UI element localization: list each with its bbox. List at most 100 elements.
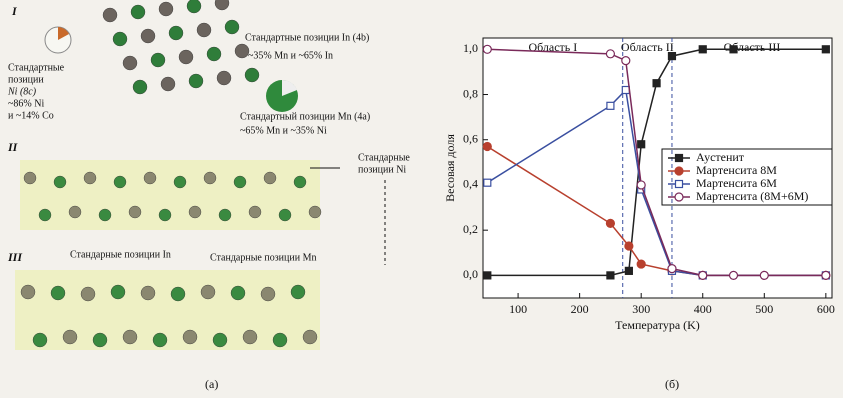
legend-marker <box>674 166 684 176</box>
atom <box>130 4 146 20</box>
atom <box>98 208 112 222</box>
marker <box>482 141 492 152</box>
atom <box>293 175 307 189</box>
atom <box>32 332 48 348</box>
atom <box>53 175 67 189</box>
atom <box>260 286 276 302</box>
marker <box>636 259 646 269</box>
atom <box>200 284 216 300</box>
x-axis-label: Температура (K) <box>615 318 700 332</box>
y-tick-label: 0,6 <box>463 131 478 145</box>
atom <box>196 22 212 38</box>
atom <box>38 208 52 222</box>
label: Стандартные <box>8 62 65 73</box>
marker <box>698 270 708 280</box>
region-label: Область I <box>528 40 577 54</box>
atom <box>170 286 186 302</box>
y-axis-label: Весовая доля <box>443 134 457 202</box>
x-tick-label: 200 <box>571 302 589 316</box>
panel-label: II <box>7 140 19 154</box>
marker <box>698 45 707 54</box>
pie-icon <box>282 79 297 96</box>
atom <box>234 43 250 59</box>
label: Ni (8c) <box>7 86 37 97</box>
atom <box>83 171 97 185</box>
atom <box>212 332 228 348</box>
atom <box>168 25 184 41</box>
atom <box>206 46 222 62</box>
atom <box>112 31 128 47</box>
atom <box>140 28 156 44</box>
atom <box>158 208 172 222</box>
x-tick-label: 100 <box>509 302 527 316</box>
atom <box>218 208 232 222</box>
atom <box>152 332 168 348</box>
marker <box>821 270 831 280</box>
marker <box>637 140 646 149</box>
atom <box>188 73 204 89</box>
x-tick-label: 600 <box>817 302 835 316</box>
atom <box>186 0 202 14</box>
legend-marker <box>674 153 684 163</box>
atom <box>182 329 198 345</box>
marker <box>667 264 677 274</box>
label: ~65% Mn и ~35% Ni <box>240 125 327 136</box>
atom <box>188 205 202 219</box>
marker <box>621 85 630 95</box>
marker <box>482 44 492 54</box>
atom <box>178 49 194 65</box>
atom <box>122 55 138 71</box>
atom <box>290 284 306 300</box>
label: ~86% Ni <box>8 98 44 109</box>
marker <box>729 45 738 54</box>
marker <box>759 270 769 280</box>
atom <box>278 208 292 222</box>
marker <box>821 45 830 54</box>
marker <box>606 271 615 280</box>
band <box>20 160 320 230</box>
atom <box>68 205 82 219</box>
atom <box>233 175 247 189</box>
atom <box>128 205 142 219</box>
atom <box>150 52 166 68</box>
y-tick-label: 1,0 <box>463 41 478 55</box>
atom <box>224 19 240 35</box>
marker <box>606 101 615 110</box>
label: Стандарные <box>358 152 410 163</box>
x-tick-label: 500 <box>755 302 773 316</box>
atom <box>122 329 138 345</box>
atom <box>214 0 230 11</box>
marker <box>652 79 661 88</box>
label: позиции <box>8 74 44 85</box>
legend-label: Мартенсита 6M <box>696 176 777 190</box>
marker <box>624 241 634 251</box>
marker <box>624 266 633 275</box>
atom <box>272 332 288 348</box>
label: Стандартный позиции Mn (4a) <box>240 111 370 122</box>
panel-label: III <box>7 250 23 264</box>
atom <box>244 67 260 83</box>
region-label: Область II <box>621 40 674 54</box>
atom <box>113 175 127 189</box>
marker <box>636 180 646 190</box>
atom <box>132 79 148 95</box>
legend-label: Мартенсита (8M+6M) <box>696 189 808 203</box>
label: Стандарные позиции In <box>70 249 171 260</box>
label: Стандартные позиции In (4b) <box>245 32 369 43</box>
label: ~35% Mn и ~65% In <box>248 50 333 61</box>
legend-label: Аустенит <box>696 150 745 164</box>
crystal-diagram: I II III Стандартные позиции Ni (8c) ~86… <box>7 0 410 391</box>
atom <box>173 175 187 189</box>
atom <box>110 284 126 300</box>
label: Стандарные позиции Mn <box>210 252 316 263</box>
label: и ~14% Co <box>8 110 54 121</box>
atom <box>203 171 217 185</box>
atom <box>230 285 246 301</box>
atom <box>20 284 36 300</box>
atom <box>143 171 157 185</box>
y-tick-label: 0,4 <box>463 177 478 191</box>
atom <box>80 286 96 302</box>
y-tick-label: 0,2 <box>463 222 478 236</box>
x-tick-label: 300 <box>632 302 650 316</box>
